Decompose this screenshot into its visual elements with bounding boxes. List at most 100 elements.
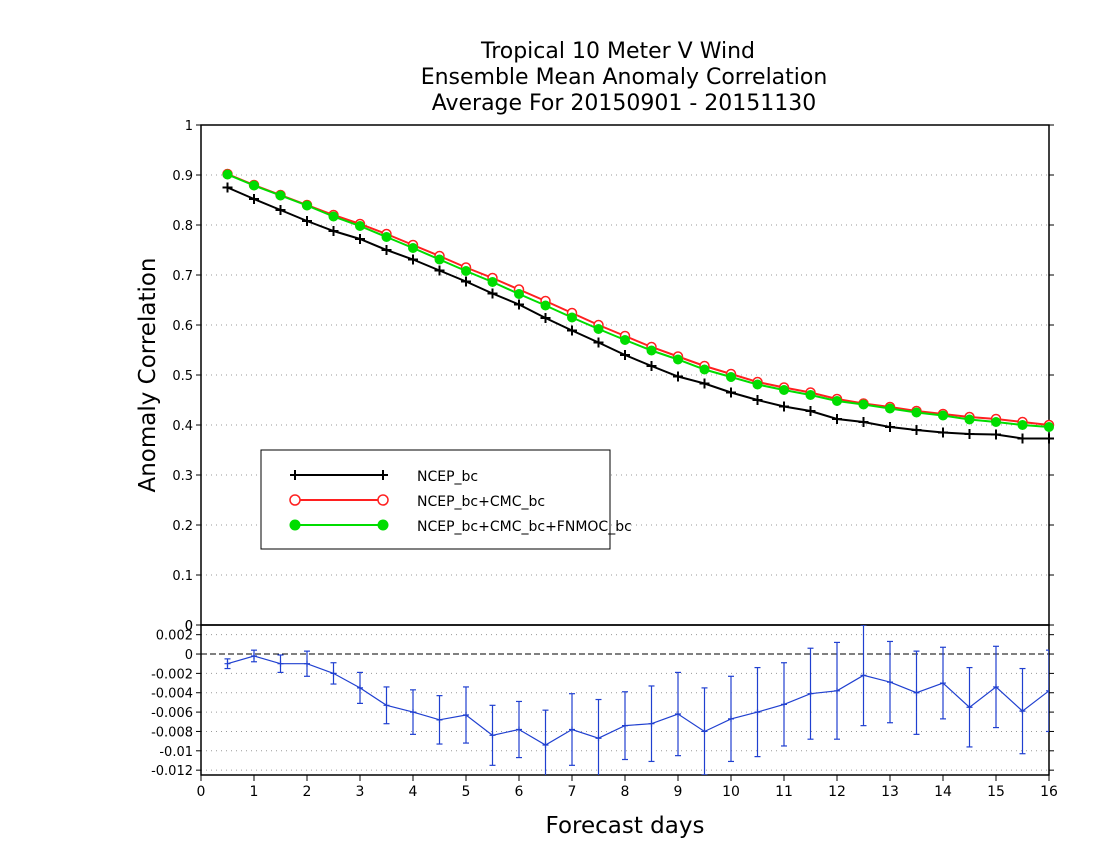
top-y-tick-label: 1 [185,119,193,134]
series-point-2 [885,403,895,414]
legend-marker-ncep-cmc-fnmoc-right [377,519,389,531]
difference-line [227,655,1049,746]
series-point-0 [355,234,365,244]
bottom-top-axis-label: 0 [185,619,193,634]
series-point-0 [885,422,895,432]
series-point-0 [461,276,471,287]
legend-item-ncep-cmc: NCEP_bc+CMC_bc [289,494,545,510]
series-point-0 [514,299,524,310]
top-y-tick-label: 0.5 [172,369,193,384]
difference-point [701,728,708,735]
legend-label-ncep-cmc: NCEP_bc+CMC_bc [417,494,545,510]
series-point-2 [302,200,312,211]
anomaly-correlation-panel: 0 0.1 0.2 0.3 0.4 0.5 0.6 0.7 0.8 0.9 1 [172,119,1055,634]
x-tick-label: 14 [934,784,952,800]
difference-point [834,687,840,694]
x-tick-label: 4 [409,784,418,800]
series-point-2 [222,169,233,180]
difference-series [224,625,1049,775]
series-point-0 [249,194,259,204]
difference-point [277,660,284,667]
series-point-0 [381,245,392,255]
series-point-2 [726,372,736,382]
series-point-0 [328,226,339,236]
x-tick-label: 15 [987,784,1005,800]
x-tick-label: 11 [775,784,793,800]
series-point-0 [752,395,763,405]
x-tick-label: 9 [674,784,683,800]
difference-point [860,672,867,679]
chart-title-line-1: Tropical 10 Meter V Wind [480,39,755,64]
legend: NCEP_bc NCEP_bc+CMC_bc NCEP_bc+CMC_bc+FN… [260,449,632,550]
series-point-0 [964,429,975,439]
y-axis-label: Anomaly Correlation [135,257,161,492]
series-point-2 [964,414,975,425]
bottom-y-tick-label: -0.006 [151,706,193,721]
series-point-0 [646,361,657,371]
series-point-0 [1017,433,1028,444]
difference-point [542,742,549,748]
x-tick-label: 6 [515,784,524,800]
series-point-2 [249,180,259,191]
series-line-2 [227,173,1050,428]
difference-point [516,726,522,733]
chart-title: Tropical 10 Meter V Wind Ensemble Mean A… [421,39,828,116]
series-point-0 [805,406,816,416]
bottom-y-tick-label: 0.002 [156,629,193,644]
difference-point [887,679,893,686]
series-line-0 [227,186,1049,440]
series-point-0 [302,216,312,226]
series-point-2 [699,364,710,375]
x-tick-label: 13 [881,784,899,800]
bottom-y-tick-label: -0.004 [151,687,193,702]
x-tick-label: 2 [303,784,312,800]
top-y-tick-label: 0.1 [172,569,193,584]
difference-point [410,709,416,716]
series-point-2 [911,407,922,418]
x-tick-label: 5 [462,784,471,800]
legend-marker-ncep [290,470,388,480]
top-y-tick-label: 0 [185,619,193,634]
difference-point [622,722,628,729]
legend-item-ncep-cmc-fnmoc: NCEP_bc+CMC_bc+FNMOC_bc [289,519,632,535]
series-point-2 [673,354,683,365]
x-tick-label: 0 [197,784,206,800]
top-y-tick-label: 0.4 [172,419,193,434]
difference-point [648,720,655,727]
series-point-2 [646,345,657,356]
difference-point [569,726,575,733]
series-point-2 [620,335,630,345]
legend-item-ncep: NCEP_bc [290,469,478,485]
series-point-0 [938,427,948,438]
difference-point [383,702,390,709]
difference-point [463,712,469,718]
difference-point [595,735,602,742]
difference-point [913,689,920,696]
series-point-0 [567,325,577,336]
difference-point [489,732,496,739]
difference-point [993,683,999,690]
difference-point [251,652,257,659]
x-tick-label: 8 [621,784,630,800]
series-point-2 [991,417,1001,427]
difference-point [754,709,761,716]
top-y-tick-label: 0.9 [172,169,193,184]
series-point-2 [275,190,286,201]
difference-point [675,711,681,718]
series-point-0 [779,401,789,412]
bottom-y-tick-label: -0.002 [151,667,193,682]
top-y-tick-label: 0.6 [172,319,193,334]
x-axis-label: Forecast days [546,813,705,839]
chart-title-line-3: Average For 20150901 - 20151130 [432,91,817,116]
series-point-2 [1044,422,1054,432]
difference-point [940,680,946,687]
difference-point [1046,687,1049,694]
difference-point [781,701,787,708]
series-point-2 [567,312,577,323]
series-point-2 [328,211,339,222]
series-point-2 [1017,420,1028,430]
series-point-0 [1044,433,1054,444]
difference-point [966,704,973,711]
difference-point [728,715,734,722]
